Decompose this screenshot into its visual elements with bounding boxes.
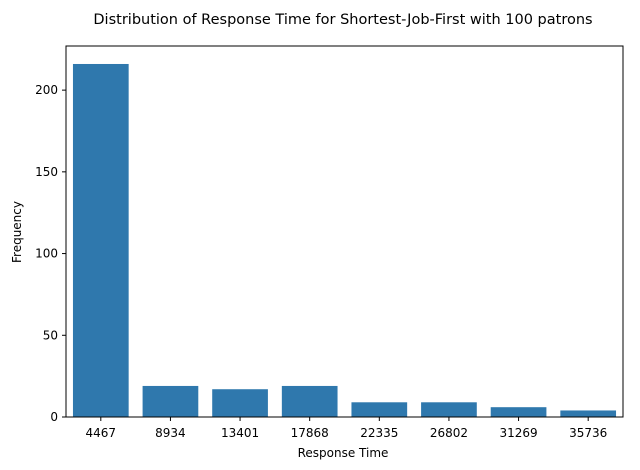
x-tick-label: 8934 (155, 426, 186, 440)
bar-4467 (72, 63, 129, 417)
bar-31269 (490, 407, 547, 417)
x-tick-label: 17868 (291, 426, 329, 440)
x-tick-label: 22335 (360, 426, 398, 440)
bar-8934 (142, 385, 199, 417)
y-tick-label: 200 (35, 83, 58, 97)
bar-13401 (212, 389, 268, 417)
bar-22335 (351, 402, 408, 417)
x-tick-label: 4467 (86, 426, 117, 440)
y-tick-label: 150 (35, 165, 58, 179)
y-tick-label: 50 (43, 328, 58, 342)
bar-17868 (281, 385, 338, 417)
plot-frame (65, 45, 624, 418)
y-axis-label: Frequency (10, 201, 24, 263)
chart-title: Distribution of Response Time for Shorte… (93, 12, 592, 28)
x-tick-label: 13401 (221, 426, 259, 440)
bars-group (72, 63, 617, 417)
bar-35736 (560, 410, 617, 417)
x-tick-label: 31269 (499, 426, 537, 440)
x-tick-label: 26802 (430, 426, 468, 440)
y-tick-label: 100 (35, 247, 58, 261)
y-axis-ticks: 0 50 100 150 200 (35, 83, 66, 424)
bar-26802 (421, 402, 477, 417)
x-axis-ticks: 4467 8934 13401 17868 22335 26802 31269 35736 (86, 417, 607, 440)
x-axis-label: Response Time (298, 446, 389, 460)
y-tick-label: 0 (50, 410, 58, 424)
x-tick-label: 35736 (569, 426, 607, 440)
